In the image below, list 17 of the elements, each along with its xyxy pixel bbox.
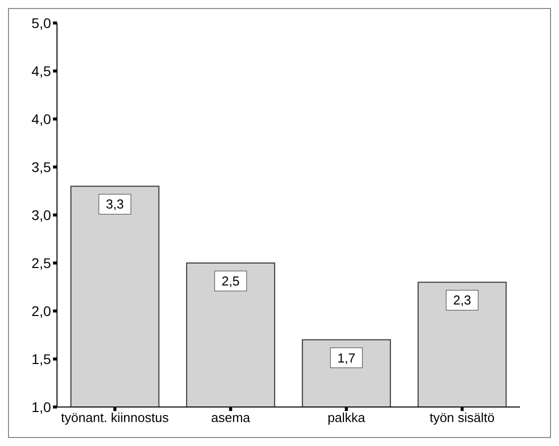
data-label: 2,5 bbox=[222, 274, 240, 288]
x-tick-label: asema bbox=[211, 410, 251, 426]
y-tick-label: 3,0 bbox=[32, 206, 52, 223]
y-tick-label: 2,0 bbox=[32, 302, 52, 319]
data-label: 2,3 bbox=[453, 292, 472, 308]
x-tick-label: palkka bbox=[328, 410, 366, 426]
y-tick-label: 4,0 bbox=[32, 110, 52, 127]
y-tick-label: 3,5 bbox=[32, 158, 52, 175]
y-tick-label: 1,0 bbox=[32, 398, 52, 415]
y-tick-label: 4,5 bbox=[32, 62, 52, 79]
y-tick-label: 1,5 bbox=[32, 350, 52, 367]
x-tick-label: työnant. kiinnostus bbox=[61, 410, 170, 426]
y-tick-label: 2,5 bbox=[32, 254, 52, 271]
data-label: 1,7 bbox=[337, 350, 356, 366]
data-label: 3,3 bbox=[106, 196, 124, 212]
x-tick-label: työn sisältö bbox=[430, 410, 495, 426]
y-tick-label: 5,0 bbox=[32, 14, 52, 31]
